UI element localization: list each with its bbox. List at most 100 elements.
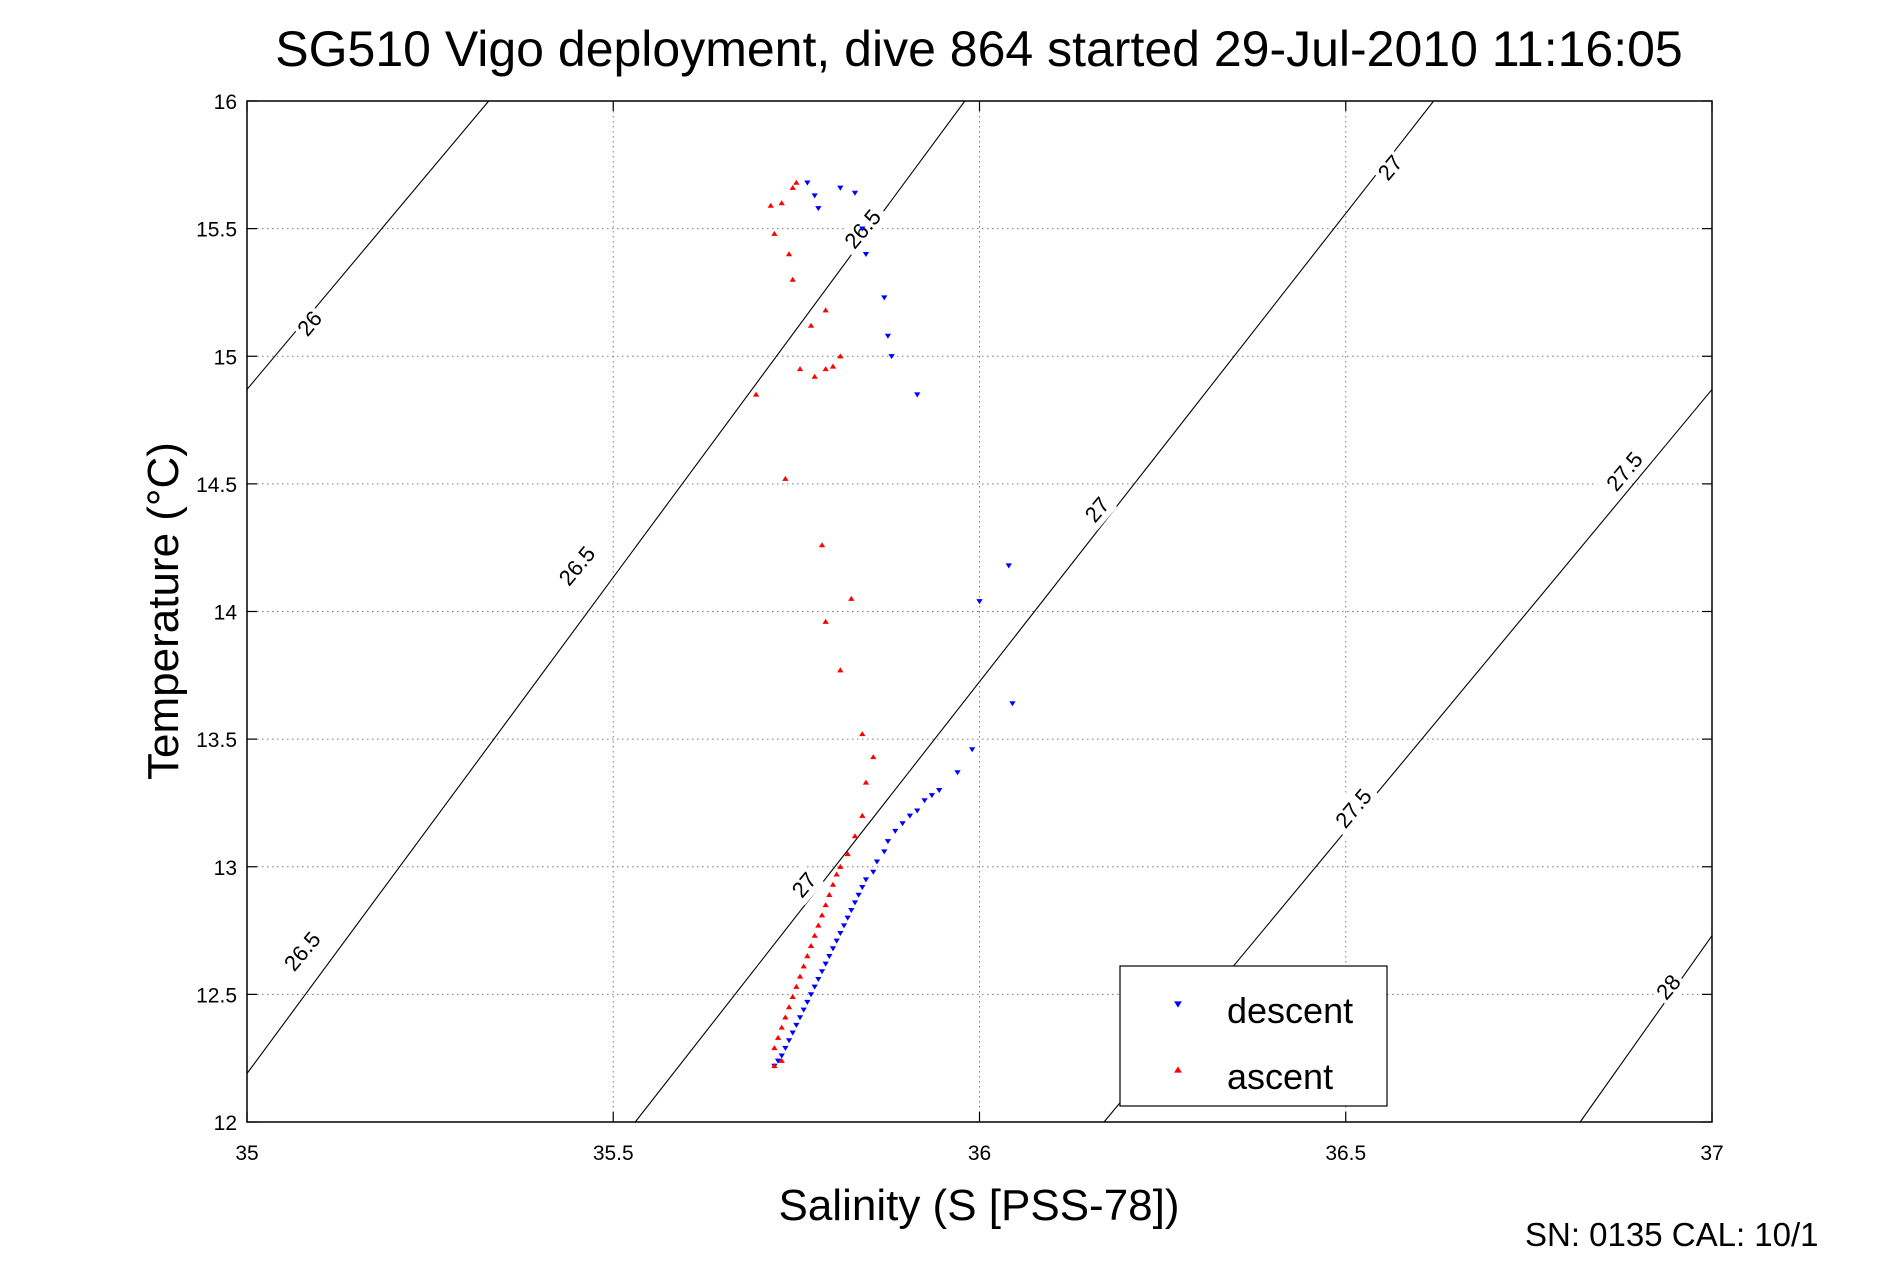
data-point-ascent xyxy=(815,922,822,928)
contour-label: 27 xyxy=(783,864,825,906)
data-point-descent xyxy=(862,877,870,883)
y-tick-label: 15 xyxy=(214,346,237,369)
data-point-descent xyxy=(815,206,822,212)
data-point-ascent xyxy=(807,942,815,948)
data-point-ascent xyxy=(826,891,833,897)
data-point-descent xyxy=(954,770,961,776)
data-point-ascent xyxy=(807,322,815,328)
y-tick-label: 14.5 xyxy=(196,474,237,497)
data-point-ascent xyxy=(829,881,837,887)
data-point-descent xyxy=(936,788,943,794)
data-point-ascent xyxy=(837,353,844,359)
data-point-ascent xyxy=(822,618,829,624)
data-point-ascent xyxy=(793,983,800,989)
data-point-descent xyxy=(888,354,895,360)
data-point-descent xyxy=(796,1015,804,1021)
density-contour-26.5 xyxy=(246,100,966,1074)
y-tick-label: 16 xyxy=(214,91,237,114)
data-point-descent xyxy=(804,999,811,1005)
data-point-descent xyxy=(914,808,921,814)
data-point-ascent xyxy=(822,307,829,313)
data-point-descent xyxy=(811,984,818,990)
contour-label-bg xyxy=(783,864,825,906)
data-point-descent xyxy=(859,885,866,891)
data-point-ascent xyxy=(782,475,789,481)
data-point-ascent xyxy=(848,595,855,601)
data-point-ascent xyxy=(778,200,785,206)
data-point-ascent xyxy=(771,230,778,236)
chart-title: SG510 Vigo deployment, dive 864 started … xyxy=(275,21,1682,77)
legend-entry-ascent: ascent xyxy=(1227,1056,1333,1097)
density-contour-28 xyxy=(1579,935,1713,1123)
data-point-ascent xyxy=(859,812,866,818)
data-points xyxy=(752,179,1016,1069)
data-point-descent xyxy=(873,859,881,865)
data-point-descent xyxy=(928,793,936,799)
data-point-ascent xyxy=(818,912,826,918)
x-axis-label: Salinity (S [PSS-78]) xyxy=(778,1181,1179,1230)
data-point-descent xyxy=(881,849,888,855)
y-tick-label: 13.5 xyxy=(196,729,237,752)
data-point-descent xyxy=(862,252,870,258)
contour-label-bg xyxy=(1076,488,1118,530)
data-point-descent xyxy=(884,839,892,845)
data-point-ascent xyxy=(862,779,870,785)
contour-label-text: 26 xyxy=(292,306,327,341)
legend-box xyxy=(1119,965,1388,1107)
x-tick-label: 35.5 xyxy=(593,1142,634,1165)
data-point-ascent xyxy=(771,1062,778,1068)
data-point-descent xyxy=(774,1058,782,1064)
data-point-descent xyxy=(976,599,983,605)
contour-label-text: 27 xyxy=(787,868,822,903)
data-point-descent xyxy=(804,180,811,186)
data-point-descent xyxy=(829,946,837,952)
data-point-ascent xyxy=(837,863,844,869)
data-point-descent xyxy=(793,1022,800,1028)
contour-label-bg xyxy=(1369,146,1411,188)
data-point-descent xyxy=(1009,701,1016,707)
x-tick-label: 35 xyxy=(235,1142,258,1165)
data-point-descent xyxy=(870,869,877,875)
data-point-descent xyxy=(899,821,906,827)
data-point-ascent xyxy=(811,373,818,379)
y-tick-label: 13 xyxy=(214,857,237,880)
x-axis-ticks: 35 35.5 36 36.5 37 xyxy=(235,101,1724,1165)
data-point-descent xyxy=(778,1053,785,1059)
data-point-ascent xyxy=(793,179,800,185)
data-point-descent xyxy=(807,992,815,998)
contour-label-bg xyxy=(1647,966,1689,1008)
data-point-descent xyxy=(833,938,840,944)
contour-label: 27 xyxy=(1076,488,1118,530)
data-point-descent xyxy=(1005,563,1012,569)
data-point-ascent xyxy=(796,973,804,979)
data-point-descent xyxy=(800,1007,807,1013)
data-point-ascent xyxy=(822,902,829,908)
y-tick-label: 12 xyxy=(214,1112,237,1135)
data-point-descent xyxy=(837,930,844,937)
data-point-descent xyxy=(914,392,921,398)
data-point-descent xyxy=(921,798,928,804)
y-axis-label: Temperature (°C) xyxy=(139,442,188,780)
grid-lines xyxy=(247,101,1712,1122)
data-point-ascent xyxy=(771,1045,778,1051)
data-point-ascent xyxy=(829,363,837,369)
data-point-descent xyxy=(815,976,822,982)
data-point-ascent xyxy=(789,276,796,282)
contour-label: 28 xyxy=(1647,966,1689,1008)
data-point-descent xyxy=(906,813,914,819)
data-point-descent xyxy=(811,193,818,199)
contour-label-bg xyxy=(273,921,331,981)
contour-label-bg xyxy=(1324,778,1382,838)
data-point-descent xyxy=(881,295,888,301)
y-tick-label: 14 xyxy=(214,602,238,625)
density-contour-27 xyxy=(634,100,1435,1123)
data-point-ascent xyxy=(822,366,829,372)
data-point-ascent xyxy=(837,667,844,673)
data-point-descent xyxy=(837,185,844,191)
data-point-descent xyxy=(884,333,892,339)
x-tick-label: 37 xyxy=(1700,1142,1723,1165)
data-point-descent xyxy=(848,908,855,914)
data-point-descent xyxy=(859,226,866,232)
